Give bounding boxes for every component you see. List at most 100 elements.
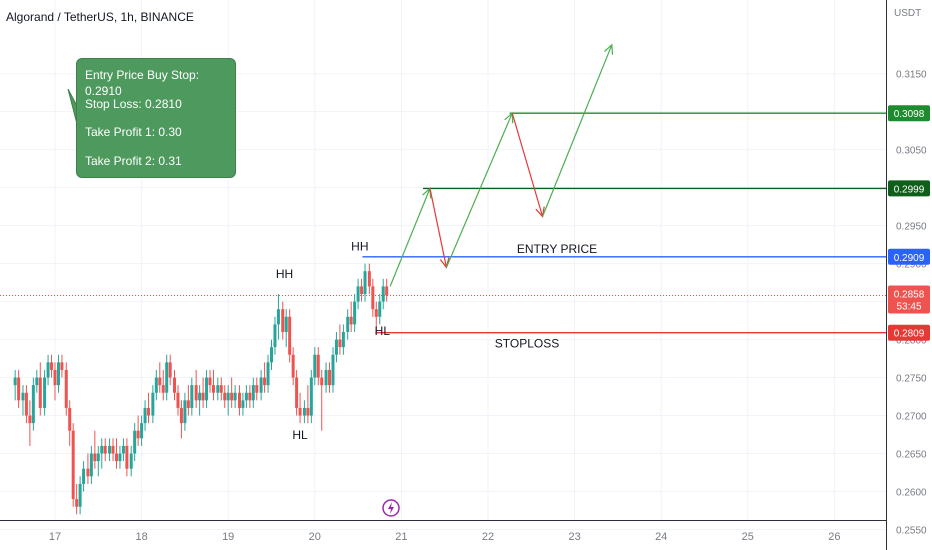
- trade-plan-callout: Entry Price Buy Stop: 0.2910 Stop Loss: …: [76, 58, 236, 178]
- candle: [71, 423, 75, 507]
- candle: [306, 385, 310, 424]
- candle: [168, 354, 172, 386]
- candle-body: [89, 453, 93, 477]
- candle-body: [381, 286, 385, 302]
- candle-body: [100, 445, 104, 454]
- candle: [129, 445, 133, 477]
- candle-body: [306, 407, 310, 416]
- candle: [385, 278, 389, 302]
- candle: [211, 369, 215, 401]
- candle-body: [349, 316, 353, 325]
- candle-body: [298, 407, 302, 416]
- candle: [86, 453, 90, 484]
- candle: [248, 385, 252, 408]
- candle: [28, 400, 32, 446]
- candle-body: [38, 377, 42, 408]
- price-tick-label: 0.2800: [896, 336, 927, 347]
- candle-body: [31, 385, 35, 424]
- candle: [201, 377, 205, 408]
- candle: [56, 354, 60, 393]
- candle-body: [259, 377, 263, 393]
- candle-body: [161, 385, 165, 393]
- price-tick-label: 0.2550: [896, 525, 927, 536]
- candle: [96, 445, 100, 477]
- time-tick-label: 19: [222, 531, 234, 543]
- candle: [356, 278, 360, 310]
- candle: [381, 278, 385, 310]
- candle: [338, 324, 342, 355]
- candle-body: [28, 415, 32, 424]
- take-profit-2-text: Take Profit 2: 0.31: [85, 153, 182, 168]
- candle-body: [143, 407, 147, 424]
- swing-label-hh: HH: [276, 267, 293, 281]
- price-tick-label: 0.2650: [896, 450, 927, 461]
- candle-body: [103, 445, 107, 454]
- candle-body: [284, 316, 288, 332]
- candle-body: [53, 369, 57, 386]
- candle-body: [255, 385, 259, 393]
- candle-body: [360, 286, 364, 294]
- candle-body: [194, 385, 198, 401]
- time-tick-label: 26: [828, 531, 840, 543]
- candle: [176, 385, 180, 416]
- candle-body: [147, 407, 151, 416]
- candle: [226, 385, 230, 416]
- symbol-title: Algorand / TetherUS, 1h, BINANCE: [6, 10, 194, 24]
- candle-body: [356, 286, 360, 302]
- candle-body: [374, 309, 378, 317]
- time-tick-label: 23: [568, 531, 580, 543]
- candle: [205, 369, 209, 408]
- candle: [165, 354, 169, 401]
- entry-price-text: Entry Price Buy Stop: 0.2910: [85, 68, 200, 98]
- candle-body: [385, 286, 389, 296]
- candle-body: [190, 385, 194, 408]
- candle-body: [114, 453, 118, 462]
- candle: [367, 263, 371, 294]
- time-tick-label: 18: [135, 531, 147, 543]
- swing-label-hl: HL: [375, 324, 391, 338]
- current-price-tag: [888, 285, 930, 314]
- swing-label-hl: HL: [292, 428, 308, 442]
- candle: [125, 438, 129, 477]
- candle: [118, 445, 122, 469]
- candle-body: [168, 362, 172, 378]
- candle-body: [324, 369, 328, 386]
- candle: [93, 430, 97, 469]
- candle-body: [86, 468, 90, 477]
- candle: [158, 362, 162, 393]
- candle: [154, 369, 158, 401]
- candle: [31, 377, 35, 431]
- candle-body: [17, 377, 21, 401]
- candle-body: [367, 271, 371, 287]
- candle-body: [133, 430, 137, 454]
- candle: [284, 309, 288, 348]
- time-tick-label: 24: [655, 531, 667, 543]
- candle-body: [266, 362, 270, 386]
- stop-loss-price-tag-text: 0.2809: [894, 329, 925, 340]
- candle-body: [136, 430, 140, 439]
- candle: [108, 438, 112, 462]
- candle: [190, 377, 194, 416]
- candle: [298, 392, 302, 424]
- candle-body: [241, 400, 245, 408]
- stop-loss-text: STOPLOSS: [495, 337, 559, 351]
- candle-body: [273, 324, 277, 348]
- price-tick-label: 0.3150: [896, 70, 927, 81]
- candle-body: [341, 331, 345, 348]
- candle: [341, 324, 345, 355]
- candle-body: [378, 301, 382, 317]
- candle: [295, 369, 299, 416]
- candle-body: [346, 316, 350, 332]
- projection-leg-up: [389, 188, 431, 287]
- candle: [82, 461, 86, 492]
- candle-body: [328, 369, 332, 386]
- candle: [208, 369, 212, 393]
- candle: [161, 369, 165, 401]
- candle-body: [183, 400, 187, 424]
- price-tick-label: 0.2600: [896, 488, 927, 499]
- time-tick-label: 22: [482, 531, 494, 543]
- candle: [68, 400, 72, 446]
- candle-body: [309, 377, 313, 416]
- candle-body: [248, 392, 252, 401]
- current-price-tag-text: 0.2858: [894, 290, 925, 301]
